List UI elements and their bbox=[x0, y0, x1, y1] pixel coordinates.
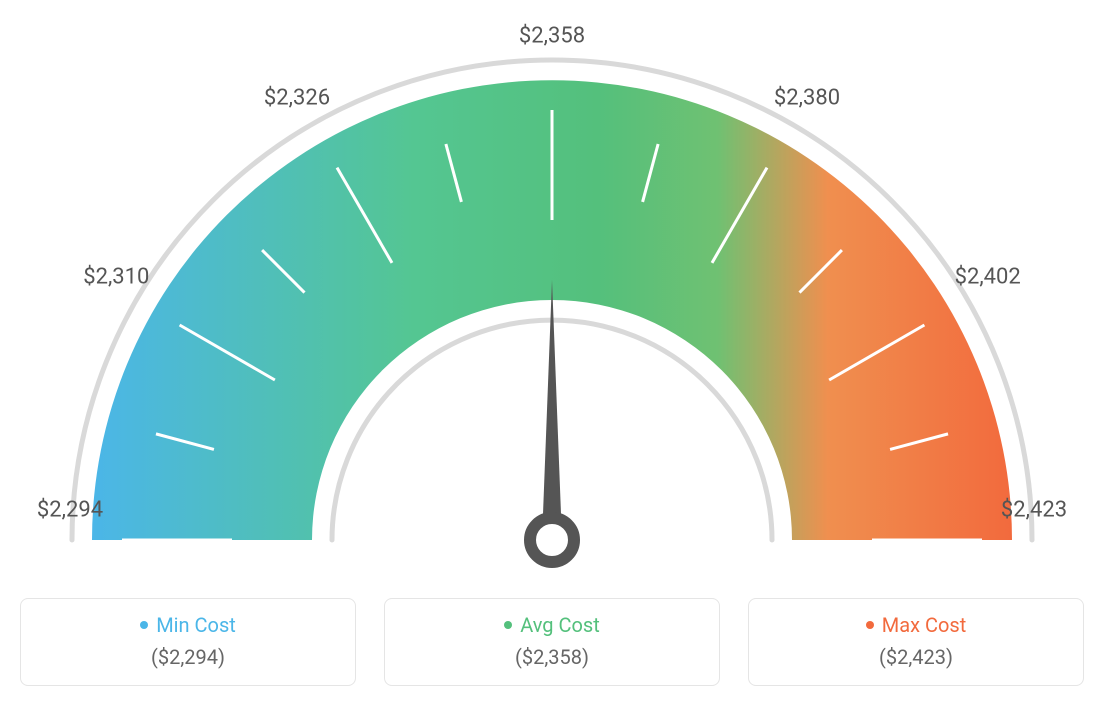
gauge-tick-label: $2,423 bbox=[1001, 498, 1067, 523]
legend-title-min: Min Cost bbox=[31, 613, 345, 637]
gauge-chart: $2,294 $2,310 $2,326 $2,358 $2,380 $2,402 $2,4… bbox=[20, 20, 1084, 580]
legend-row: Min Cost ($2,294) Avg Cost ($2,358) Max … bbox=[20, 598, 1084, 686]
gauge-tick-label: $2,310 bbox=[83, 265, 149, 290]
cost-gauge-widget: $2,294 $2,310 $2,326 $2,358 $2,380 $2,402 $2,4… bbox=[20, 20, 1084, 686]
legend-title-max: Max Cost bbox=[759, 613, 1073, 637]
legend-label-avg: Avg Cost bbox=[520, 613, 600, 637]
legend-label-max: Max Cost bbox=[882, 613, 967, 637]
gauge-tick-label: $2,380 bbox=[774, 86, 840, 111]
gauge-tick-label: $2,402 bbox=[955, 265, 1021, 290]
legend-card-min: Min Cost ($2,294) bbox=[20, 598, 356, 686]
legend-title-avg: Avg Cost bbox=[395, 613, 709, 637]
gauge-tick-label: $2,294 bbox=[37, 498, 103, 523]
legend-value-max: ($2,423) bbox=[759, 645, 1073, 669]
legend-card-max: Max Cost ($2,423) bbox=[748, 598, 1084, 686]
gauge-tick-label: $2,358 bbox=[519, 24, 585, 49]
dot-icon bbox=[504, 621, 512, 629]
legend-value-avg: ($2,358) bbox=[395, 645, 709, 669]
legend-label-min: Min Cost bbox=[156, 613, 236, 637]
legend-card-avg: Avg Cost ($2,358) bbox=[384, 598, 720, 686]
dot-icon bbox=[866, 621, 874, 629]
gauge-tick-label: $2,326 bbox=[264, 86, 330, 111]
legend-value-min: ($2,294) bbox=[31, 645, 345, 669]
gauge-svg bbox=[20, 20, 1084, 580]
dot-icon bbox=[140, 621, 148, 629]
